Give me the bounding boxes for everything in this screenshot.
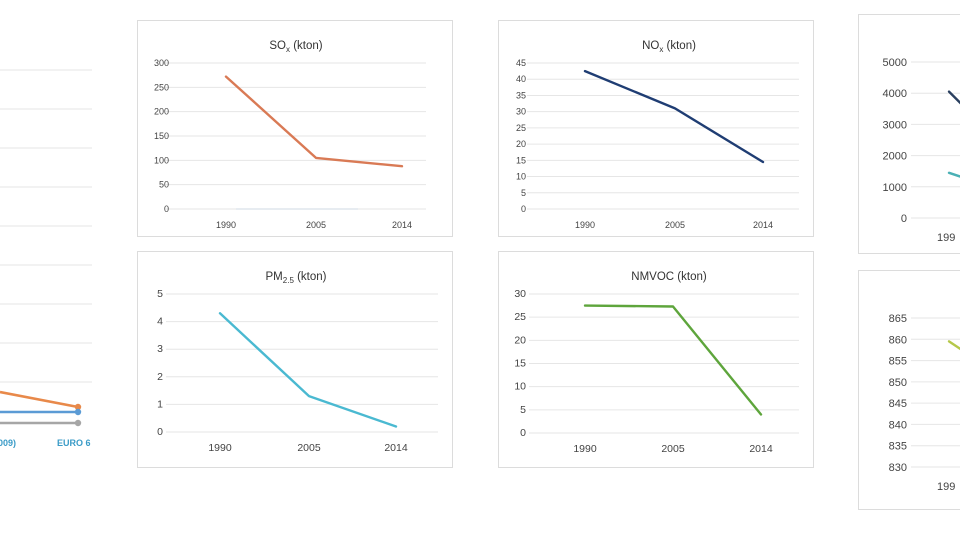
nox-y-tick-label: 25 <box>516 123 526 133</box>
nmvoc-y-tick-label: 0 <box>520 427 526 439</box>
pm25-y-tick-label: 4 <box>157 316 163 328</box>
right-bottom-chart: 865 860 855 850 845 840 835 830 199 <box>889 313 960 493</box>
right_top-series-line <box>947 90 960 105</box>
left-x-label-0: 009) <box>0 438 16 448</box>
nox-series-line <box>583 69 765 164</box>
left-series-marker <box>74 403 82 411</box>
left-x-label-1: EURO 6 <box>57 438 91 448</box>
left-series-line <box>0 390 79 409</box>
nox-y-tick-label: 45 <box>516 58 526 68</box>
nox-chart-panel: NOx (kton) 45 40 35 30 25 20 15 10 5 0 1990 2005 201… <box>498 20 814 237</box>
nox-y-tick-label: 35 <box>516 90 526 100</box>
nmvoc-x-tick-label: 1990 <box>573 443 597 455</box>
nox-y-tick-label: 15 <box>516 155 526 165</box>
pm25-chart-panel: PM2.5 (kton) 5 4 3 2 1 0 1990 2005 2014 <box>137 251 453 468</box>
left-partial-chart-svg: 009) EURO 6 <box>0 69 92 448</box>
pm25-y-tick-label: 5 <box>157 288 163 300</box>
sox-x-tick-label: 2014 <box>392 220 412 230</box>
nox-y-tick-label: 40 <box>516 74 526 84</box>
right_top-y-tick-label: 5000 <box>883 57 907 69</box>
nox-x-tick-label: 2014 <box>753 220 773 230</box>
pm25-x-tick-label: 1990 <box>208 442 232 454</box>
right_bottom-y-tick-label: 835 <box>889 441 907 453</box>
sox-y-tick-label: 150 <box>154 131 169 141</box>
pm25-y-tick-label: 2 <box>157 371 163 383</box>
left-series-marker <box>74 419 82 427</box>
right-bottom-chart-panel: 865 860 855 850 845 840 835 830 199 <box>858 270 960 510</box>
nox-chart-title: NOx (kton) <box>642 40 696 54</box>
right_bottom-x-tick-label: 199 <box>937 481 955 493</box>
sox-y-tick-label: 100 <box>154 155 169 165</box>
pm25-x-tick-label: 2005 <box>297 442 321 454</box>
pm25-y-tick-label: 1 <box>157 398 163 410</box>
nox-y-tick-label: 10 <box>516 172 526 182</box>
right_bottom-y-tick-label: 830 <box>889 462 907 474</box>
pm25-chart-title: PM2.5 (kton) <box>266 271 327 285</box>
right_top-y-tick-label: 2000 <box>883 151 907 163</box>
pm25-y-tick-label: 0 <box>157 426 163 438</box>
right_top-series-line <box>947 171 960 178</box>
sox-y-tick-label: 200 <box>154 107 169 117</box>
nmvoc-chart: NMVOC (kton) 30 25 20 15 10 5 0 1990 2005 2014 <box>514 271 799 455</box>
right_bottom-y-tick-label: 840 <box>889 419 907 431</box>
left-partial-chart: 009) EURO 6 <box>0 0 100 536</box>
pm25-x-tick-label: 2014 <box>384 442 408 454</box>
right_top-x-tick-label: 199 <box>937 232 955 244</box>
sox-y-tick-label: 50 <box>159 180 169 190</box>
right_bottom-series-line <box>947 340 960 351</box>
nmvoc-y-tick-label: 10 <box>514 381 526 393</box>
left-series-lines <box>0 390 82 427</box>
right_top-y-tick-label: 4000 <box>883 88 907 100</box>
left-gridlines <box>0 69 92 383</box>
nmvoc-x-tick-label: 2014 <box>749 443 773 455</box>
nmvoc-x-tick-label: 2005 <box>661 443 685 455</box>
right-top-chart: 5000 4000 3000 2000 1000 0 199 <box>883 57 960 244</box>
nmvoc-y-tick-label: 20 <box>514 334 526 346</box>
nmvoc-chart-panel: NMVOC (kton) 30 25 20 15 10 5 0 1990 2005 2014 <box>498 251 814 468</box>
nmvoc-y-tick-label: 15 <box>514 358 526 370</box>
nmvoc-y-tick-label: 30 <box>514 288 526 300</box>
right_bottom-y-tick-label: 865 <box>889 313 907 325</box>
right_top-y-tick-label: 1000 <box>883 182 907 194</box>
left-series-marker <box>74 408 82 416</box>
right_top-y-tick-label: 3000 <box>883 119 907 131</box>
sox-y-tick-label: 300 <box>154 58 169 68</box>
sox-y-tick-label: 250 <box>154 82 169 92</box>
nmvoc-chart-title: NMVOC (kton) <box>631 271 707 283</box>
nmvoc-y-tick-label: 25 <box>514 311 526 323</box>
pm25-chart: PM2.5 (kton) 5 4 3 2 1 0 1990 2005 2014 <box>157 271 438 454</box>
nox-chart: NOx (kton) 45 40 35 30 25 20 15 10 5 0 1990 2005 201… <box>516 40 799 230</box>
sox-y-tick-label: 0 <box>164 204 169 214</box>
sox-chart-panel: SOx (kton) 300 250 200 150 100 50 0 1990 2005 201… <box>137 20 453 237</box>
right_bottom-y-tick-label: 845 <box>889 398 907 410</box>
right_bottom-y-tick-label: 855 <box>889 356 907 368</box>
sox-x-tick-label: 1990 <box>216 220 236 230</box>
right_bottom-y-tick-label: 850 <box>889 377 907 389</box>
sox-series-line <box>224 75 404 168</box>
sox-chart-title: SOx (kton) <box>269 40 322 54</box>
right_top-y-tick-label: 0 <box>901 213 907 225</box>
right-top-chart-panel: 5000 4000 3000 2000 1000 0 199 <box>858 14 960 254</box>
nmvoc-y-tick-label: 5 <box>520 404 526 416</box>
nox-y-tick-label: 30 <box>516 107 526 117</box>
nox-y-tick-label: 0 <box>521 204 526 214</box>
nox-y-tick-label: 5 <box>521 188 526 198</box>
nox-x-tick-label: 1990 <box>575 220 595 230</box>
sox-chart: SOx (kton) 300 250 200 150 100 50 0 1990 2005 201… <box>154 40 426 230</box>
sox-x-tick-label: 2005 <box>306 220 326 230</box>
nox-x-tick-label: 2005 <box>665 220 685 230</box>
right_bottom-y-tick-label: 860 <box>889 334 907 346</box>
nox-y-tick-label: 20 <box>516 139 526 149</box>
pm25-series-line <box>218 312 398 428</box>
pm25-y-tick-label: 3 <box>157 343 163 355</box>
nmvoc-series-line <box>583 304 763 416</box>
